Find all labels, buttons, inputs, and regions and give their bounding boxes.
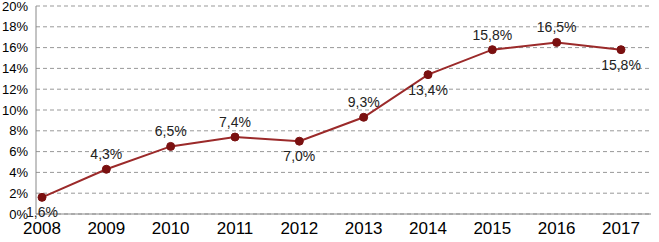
svg-text:1,6%: 1,6%: [26, 204, 58, 220]
svg-text:10%: 10%: [8, 103, 28, 118]
svg-text:14%: 14%: [8, 61, 28, 76]
svg-text:18%: 18%: [8, 19, 28, 34]
svg-text:12%: 12%: [8, 82, 28, 97]
svg-text:2016: 2016: [538, 219, 576, 238]
svg-text:6,5%: 6,5%: [155, 123, 187, 139]
svg-text:2015: 2015: [473, 219, 511, 238]
svg-text:2009: 2009: [87, 219, 125, 238]
svg-text:4%: 4%: [9, 165, 28, 180]
svg-text:7,0%: 7,0%: [283, 148, 315, 164]
svg-text:20%: 20%: [8, 0, 28, 14]
svg-text:15,8%: 15,8%: [601, 57, 641, 73]
svg-text:15,8%: 15,8%: [472, 27, 512, 43]
svg-text:2013: 2013: [345, 219, 383, 238]
svg-text:0%: 0%: [9, 206, 28, 222]
svg-text:2014: 2014: [409, 219, 447, 238]
svg-text:16,5%: 16,5%: [537, 19, 577, 35]
svg-text:2010: 2010: [152, 219, 190, 238]
svg-text:7,4%: 7,4%: [219, 114, 251, 130]
svg-text:2017: 2017: [602, 219, 640, 238]
svg-text:6%: 6%: [9, 144, 28, 159]
svg-text:2011: 2011: [217, 219, 254, 238]
svg-text:2012: 2012: [280, 219, 318, 238]
svg-text:9,3%: 9,3%: [348, 94, 380, 110]
svg-text:8%: 8%: [9, 123, 28, 138]
svg-text:2%: 2%: [9, 186, 28, 201]
svg-text:4,3%: 4,3%: [90, 146, 122, 162]
svg-text:16%: 16%: [8, 40, 28, 55]
svg-text:13,4%: 13,4%: [408, 82, 448, 98]
svg-text:2008: 2008: [23, 219, 61, 238]
